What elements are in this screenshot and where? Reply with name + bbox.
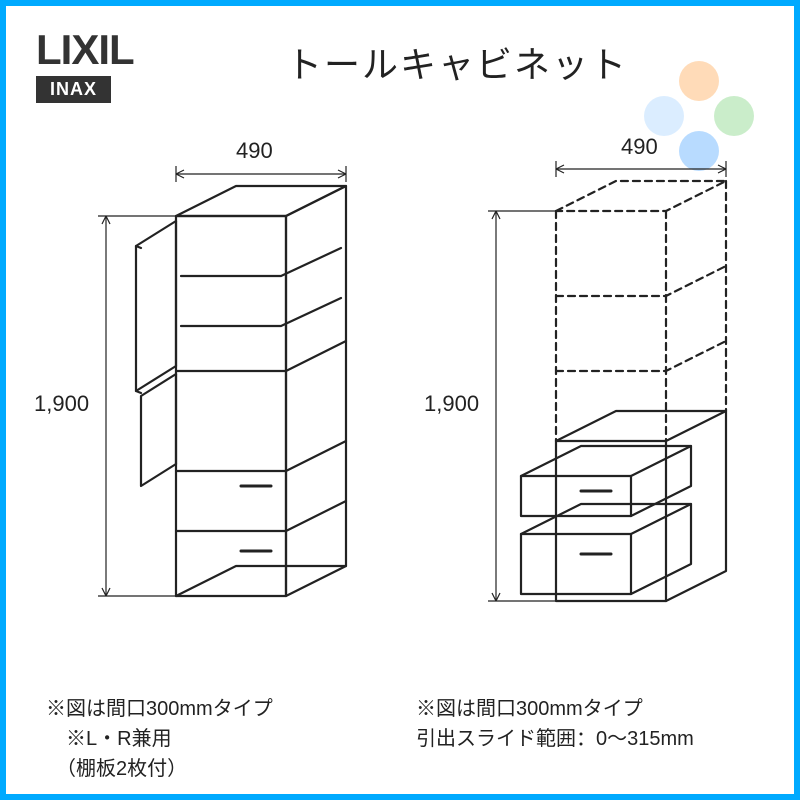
dim-height-left: 1,900 [34,391,89,417]
note-left-line2: ※L・R兼用 [46,724,273,754]
note-right-line2: 引出スライド範囲：0～315mm [416,724,694,754]
dim-width-right: 490 [621,134,658,160]
dim-height-right: 1,900 [424,391,479,417]
watermark-icon [644,61,754,171]
brand-sub: INAX [36,76,111,103]
dim-width-left: 490 [236,138,273,164]
note-right: ※図は間口300mmタイプ 引出スライド範囲：0～315mm [416,694,694,754]
diagram-area: 490 1,900 [26,156,786,686]
note-left-line1: ※図は間口300mmタイプ [46,694,273,724]
page-title: トールキャビネット [286,36,628,88]
brand-name: LIXIL [36,26,134,74]
note-left: ※図は間口300mmタイプ ※L・R兼用 （棚板2枚付） [46,694,273,784]
note-left-line3: （棚板2枚付） [46,754,273,784]
brand-logo: LIXIL INAX [36,26,134,103]
note-right-line1: ※図は間口300mmタイプ [416,694,694,724]
